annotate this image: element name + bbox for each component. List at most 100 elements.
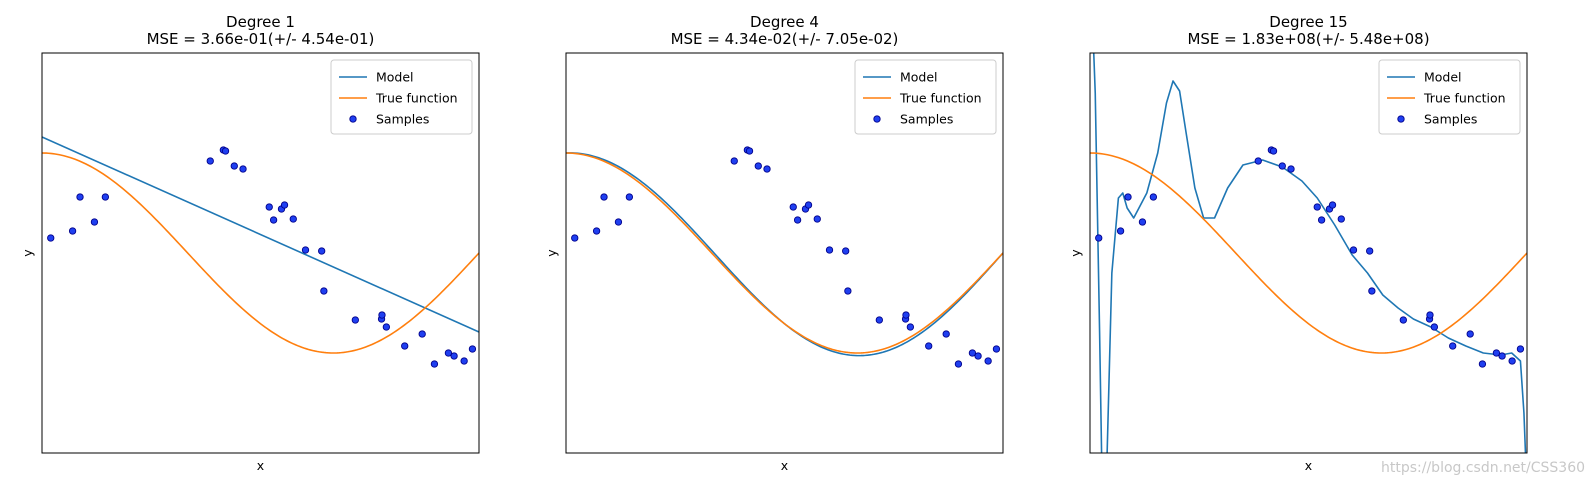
sample-point: [265, 203, 273, 211]
sample-point: [1124, 193, 1132, 201]
sample-point: [450, 352, 458, 360]
plot-area: [42, 136, 479, 368]
sample-point: [614, 218, 623, 226]
axes-frame: [1089, 52, 1528, 454]
subplot-title: Degree 4: [750, 13, 819, 31]
subplot-subtitle: MSE = 1.83e+08(+/- 5.48e+08): [1187, 30, 1429, 48]
true-function-line: [42, 152, 479, 354]
sample-point: [730, 157, 738, 165]
x-axis-label: x: [257, 458, 264, 473]
subplot-subtitle: MSE = 4.34e-02(+/- 7.05e-02): [671, 30, 899, 48]
legend-samples-swatch: [1397, 115, 1405, 123]
sample-point: [1478, 360, 1487, 368]
sample-point: [1508, 357, 1516, 365]
sample-point: [1492, 349, 1501, 357]
sample-point: [942, 330, 950, 338]
sample-point: [1368, 287, 1376, 295]
sample-point: [1349, 246, 1358, 254]
sample-point: [230, 162, 238, 170]
sample-point: [968, 349, 977, 357]
sample-point: [825, 246, 834, 254]
sample-point: [280, 201, 289, 209]
sample-point: [974, 352, 982, 360]
sample-point: [1516, 345, 1525, 353]
sample-point: [745, 147, 754, 155]
y-axis-label: y: [1068, 249, 1083, 257]
sample-point: [430, 360, 439, 368]
subplot-title: Degree 15: [1269, 13, 1347, 31]
legend-samples-label: Samples: [900, 112, 953, 127]
sample-point: [76, 193, 84, 201]
sample-point: [418, 330, 426, 338]
sample-point: [101, 193, 110, 201]
sample-point: [1426, 311, 1434, 319]
legend-true-function-label: True function: [1423, 91, 1506, 106]
legend-box: [1378, 59, 1521, 135]
sample-point: [1366, 247, 1374, 255]
sample-point: [844, 287, 852, 295]
legend: Model True function Samples: [1378, 59, 1521, 135]
subplot-title: Degree 1: [226, 13, 295, 31]
sample-point: [1095, 234, 1103, 242]
legend-true-function-label: True function: [375, 91, 458, 106]
sample-point: [68, 227, 77, 235]
legend-samples-swatch: [349, 115, 357, 123]
legend-samples-swatch: [873, 115, 881, 123]
sample-point: [269, 216, 278, 224]
model-line: [42, 136, 479, 333]
y-axis-label: y: [20, 249, 35, 257]
legend-box: [330, 59, 473, 135]
sample-point: [793, 216, 802, 224]
sample-point: [90, 218, 99, 226]
legend-box: [854, 59, 997, 135]
sample-point: [804, 201, 813, 209]
sample-point: [925, 342, 933, 350]
sample-point: [1498, 352, 1506, 360]
legend: Model True function Samples: [854, 59, 997, 135]
sample-point: [1116, 227, 1125, 235]
sample-point: [1313, 203, 1321, 211]
model-line: [566, 152, 1003, 357]
legend: Model True function Samples: [330, 59, 473, 135]
sample-point: [1254, 157, 1262, 165]
sample-point: [754, 162, 762, 170]
plot-area: [566, 146, 1003, 368]
sample-point: [984, 357, 992, 365]
sample-point: [954, 360, 963, 368]
sample-point: [1430, 323, 1439, 331]
legend-samples-label: Samples: [1424, 112, 1477, 127]
x-axis-label: x: [1305, 458, 1312, 473]
sample-point: [401, 342, 409, 350]
sample-point: [239, 165, 247, 173]
sample-point: [1328, 201, 1337, 209]
legend-model-label: Model: [376, 70, 414, 85]
sample-point: [789, 203, 797, 211]
legend-model-label: Model: [900, 70, 938, 85]
sample-point: [351, 316, 359, 324]
sample-point: [875, 316, 883, 324]
y-axis-label: y: [544, 249, 559, 257]
sample-point: [1317, 216, 1326, 224]
sample-point: [206, 157, 214, 165]
sample-point: [289, 215, 297, 223]
sample-point: [600, 193, 608, 201]
legend-true-function-label: True function: [899, 91, 982, 106]
sample-point: [1269, 147, 1278, 155]
sample-point: [47, 234, 55, 242]
sample-point: [378, 311, 386, 319]
sample-point: [301, 246, 310, 254]
sample-point: [1449, 342, 1457, 350]
sample-point: [382, 323, 391, 331]
sample-point: [992, 345, 1001, 353]
sample-point: [468, 345, 477, 353]
plot-area: [1090, 53, 1527, 453]
sample-point: [571, 234, 579, 242]
model-line: [1092, 53, 1527, 453]
sample-point: [906, 323, 915, 331]
sample-point: [320, 287, 328, 295]
sample-point: [1138, 218, 1147, 226]
sample-point: [444, 349, 453, 357]
